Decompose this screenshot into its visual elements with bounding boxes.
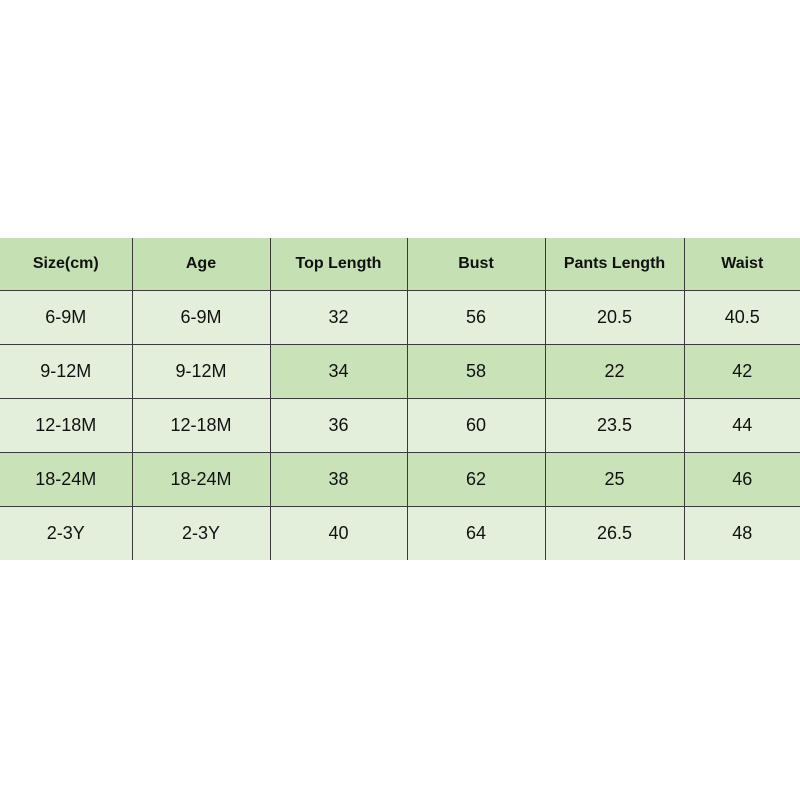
column-header-top-length: Top Length [269, 238, 408, 291]
cell-waist: 44 [683, 398, 800, 453]
column-header-waist: Waist [683, 238, 800, 291]
cell-size: 2-3Y [0, 506, 133, 560]
cell-pants-length: 26.5 [544, 506, 685, 560]
cell-pants-length: 22 [544, 344, 685, 399]
cell-size: 18-24M [0, 452, 133, 507]
table-row: 12-18M 12-18M 36 60 23.5 44 [0, 398, 800, 453]
cell-age: 2-3Y [131, 506, 271, 560]
cell-age: 9-12M [131, 344, 271, 399]
column-header-age: Age [131, 238, 271, 291]
cell-bust: 56 [406, 290, 546, 345]
cell-pants-length: 23.5 [544, 398, 685, 453]
cell-bust: 58 [406, 344, 546, 399]
cell-top-length: 38 [269, 452, 408, 507]
column-header-pants-length: Pants Length [544, 238, 685, 291]
cell-size: 6-9M [0, 290, 133, 345]
cell-top-length: 40 [269, 506, 408, 560]
cell-waist: 46 [683, 452, 800, 507]
cell-top-length: 32 [269, 290, 408, 345]
cell-bust: 60 [406, 398, 546, 453]
cell-top-length: 36 [269, 398, 408, 453]
column-header-bust: Bust [406, 238, 546, 291]
cell-age: 6-9M [131, 290, 271, 345]
column-header-size: Size(cm) [0, 238, 133, 291]
size-chart-table: Size(cm) Age Top Length Bust Pants Length Wai… [0, 238, 800, 560]
table-row: 18-24M 18-24M 38 62 25 46 [0, 452, 800, 507]
cell-pants-length: 20.5 [544, 290, 685, 345]
cell-top-length: 34 [269, 344, 408, 399]
cell-waist: 40.5 [683, 290, 800, 345]
cell-size: 12-18M [0, 398, 133, 453]
cell-age: 18-24M [131, 452, 271, 507]
table-row: 2-3Y 2-3Y 40 64 26.5 48 [0, 506, 800, 560]
cell-bust: 64 [406, 506, 546, 560]
table-row: 9-12M 9-12M 34 58 22 42 [0, 344, 800, 399]
cell-waist: 42 [683, 344, 800, 399]
cell-pants-length: 25 [544, 452, 685, 507]
cell-size: 9-12M [0, 344, 133, 399]
cell-waist: 48 [683, 506, 800, 560]
header-row: Size(cm) Age Top Length Bust Pants Length Wai… [0, 238, 800, 291]
cell-bust: 62 [406, 452, 546, 507]
table-row: 6-9M 6-9M 32 56 20.5 40.5 [0, 290, 800, 345]
cell-age: 12-18M [131, 398, 271, 453]
